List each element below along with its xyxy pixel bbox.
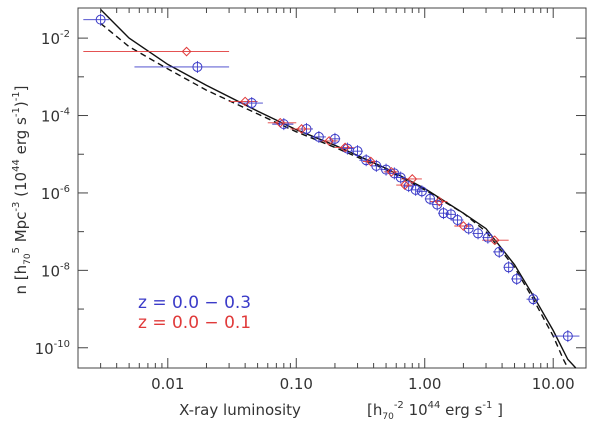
data-point-diamond [365,156,376,167]
data-point-diamond [275,117,286,128]
data-point-diamond [407,174,418,184]
y-tick-label: 10-2 [41,29,70,48]
data-point-diamond [324,136,334,146]
y-tick-label: 10-6 [41,184,70,203]
data-point-diamond [489,235,500,246]
x-tick-label: 0.10 [280,375,313,393]
data-point-diamond [458,221,469,231]
x-tick-label: 1.00 [408,375,441,393]
plot-area [77,7,587,369]
data-point-diamond [240,96,251,107]
plot-frame [77,7,587,369]
y-tick-label: 10-8 [41,261,70,280]
data-markers [95,13,573,343]
data-point-diamond [399,180,410,190]
data-point-diamond [181,46,192,57]
y-tick-label: 10-10 [35,339,70,358]
data-point-diamond [340,142,351,153]
legend-entry-blue: z = 0.0 − 0.3 [138,293,251,313]
axis-ticks: 0.01 0.10 1.00 10.00 10-2 10-4 10-6 10-8 10-10 [35,8,586,393]
x-tick-label: 10.00 [532,375,575,393]
x-tick-label: 0.01 [151,375,184,393]
y-axis-label: n [h705 Mpc-3 (1044 erg s-1)-1] [11,85,33,294]
x-axis-units: [h70-2 1044 erg s-1 ] [367,400,503,422]
x-axis-label: X-ray luminosity [179,401,301,419]
data-point-diamond [296,124,307,134]
error-bars [83,19,580,337]
dashed-model-curve [100,22,569,369]
data-point-diamond [434,196,445,207]
data-point-diamond [386,166,397,177]
y-tick-label: 10-4 [41,107,70,126]
legend-entry-red: z = 0.0 − 0.1 [138,313,251,333]
